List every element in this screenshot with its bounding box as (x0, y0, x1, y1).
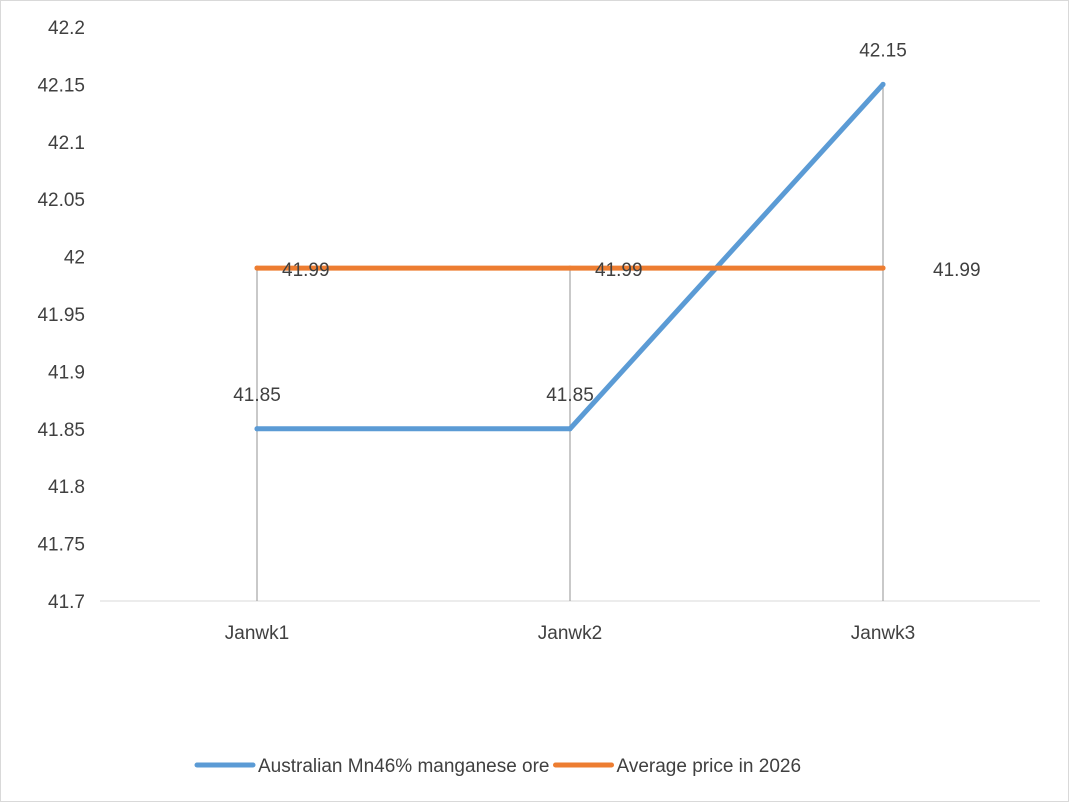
y-tick-label: 41.9 (48, 362, 85, 383)
y-tick-label: 42.1 (48, 133, 85, 154)
legend-label-1: Average price in 2026 (617, 756, 802, 777)
data-label: 42.15 (859, 40, 907, 61)
y-tick-label: 42.15 (37, 75, 85, 96)
y-tick-label: 41.95 (37, 305, 85, 326)
data-point (880, 81, 886, 87)
data-point (567, 426, 573, 432)
data-label: 41.85 (233, 385, 281, 406)
y-tick-label: 42.05 (37, 190, 85, 211)
legend-label-0: Australian Mn46% manganese ore (258, 756, 550, 777)
y-tick-label: 42 (64, 248, 85, 269)
x-tick-label: Janwk2 (538, 623, 602, 644)
data-point (254, 265, 260, 271)
y-tick-label: 41.8 (48, 477, 85, 498)
y-tick-label: 41.85 (37, 420, 85, 441)
y-tick-label: 41.7 (48, 592, 85, 613)
y-tick-label: 42.2 (48, 18, 85, 39)
data-label: 41.99 (282, 260, 330, 281)
x-tick-label: Janwk1 (225, 623, 289, 644)
data-point (880, 265, 886, 271)
data-point (567, 265, 573, 271)
data-label: 41.85 (546, 385, 594, 406)
data-label: 41.99 (933, 260, 981, 281)
y-tick-label: 41.75 (37, 535, 85, 556)
x-tick-label: Janwk3 (851, 623, 915, 644)
data-label: 41.99 (595, 260, 643, 281)
data-point (254, 426, 260, 432)
